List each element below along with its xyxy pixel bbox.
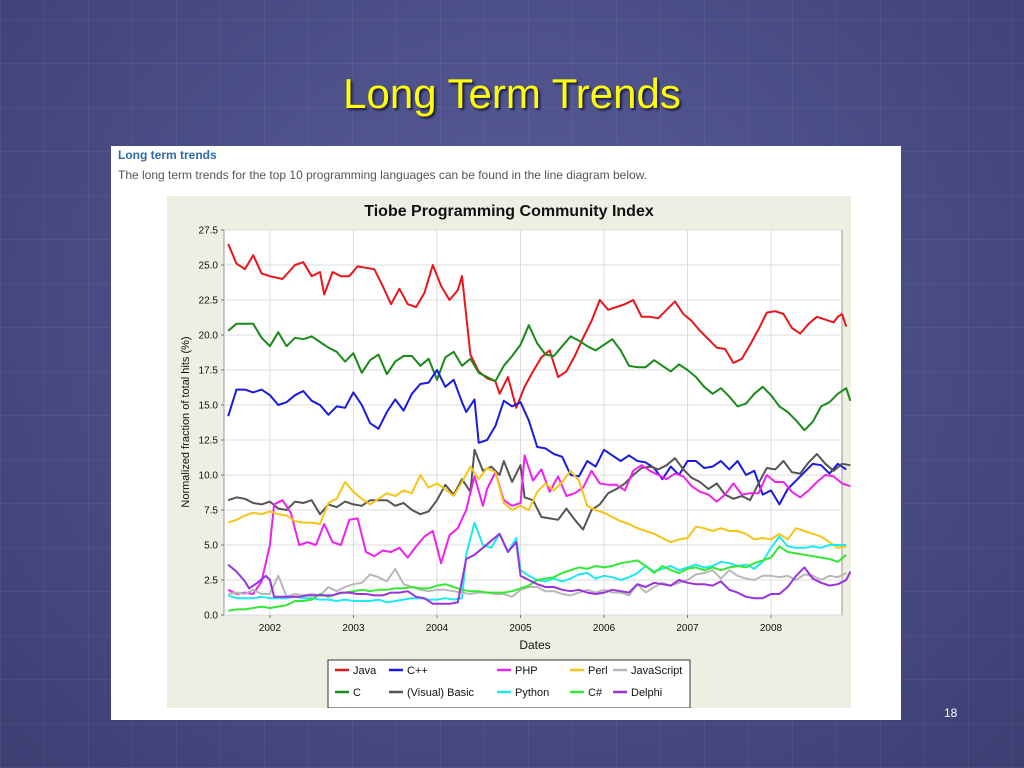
series-line-perl (227, 465, 847, 549)
x-tick-label: 2002 (259, 623, 282, 634)
legend-label: Python (515, 687, 549, 699)
panel-description: The long term trends for the top 10 prog… (118, 168, 647, 182)
legend-label: PHP (515, 665, 538, 677)
slide-title: Long Term Trends (343, 70, 681, 117)
y-tick-label: 0.0 (204, 611, 218, 622)
x-axis-label: Dates (519, 638, 550, 652)
y-tick-label: 2.5 (204, 576, 218, 587)
plot-area (223, 229, 843, 616)
legend-label: Delphi (631, 687, 662, 699)
legend-box (327, 659, 691, 709)
series-line-java (227, 243, 848, 409)
content-panel: Long term trends The long term trends fo… (111, 146, 901, 720)
x-tick-label: 2007 (676, 623, 699, 634)
y-tick-label: 20.0 (199, 331, 219, 342)
series-line-javascript (228, 567, 847, 598)
y-tick-label: 25.0 (199, 261, 219, 272)
y-tick-label: 5.0 (204, 541, 218, 552)
y-tick-label: 15.0 (199, 401, 219, 412)
y-axis-label: Normalized fraction of total hits (%) (180, 336, 192, 507)
x-tick-label: 2003 (342, 623, 365, 634)
series-line-c (227, 369, 847, 506)
legend-label: (Visual) Basic (407, 687, 475, 699)
legend-label: JavaScript (631, 665, 682, 677)
x-tick-label: 2004 (426, 623, 449, 634)
y-tick-label: 12.5 (199, 436, 219, 447)
series-line-php (227, 454, 851, 595)
y-tick-label: 10.0 (199, 471, 219, 482)
legend-label: C++ (407, 665, 428, 677)
series-lines (227, 243, 852, 612)
legend-label: Perl (588, 665, 608, 677)
y-tick-label: 27.5 (199, 226, 219, 237)
panel-heading: Long term trends (118, 148, 217, 162)
series-line-c (227, 322, 852, 432)
legend: Java C++ PHP Perl JavaScript C (Visual) Basic P… (335, 665, 682, 699)
series-line-python (227, 521, 847, 604)
y-tick-label: 7.5 (204, 506, 218, 517)
legend-label: Java (353, 665, 377, 677)
slide-number: 18 (944, 706, 958, 720)
chart-frame: Tiobe Programming Community Index 0.0 2.5… (167, 196, 852, 709)
grid-lines (224, 229, 842, 616)
line-chart: Tiobe Programming Community Index 0.0 2.5… (180, 203, 852, 709)
x-tick-label: 2006 (593, 623, 616, 634)
x-tick-label: 2008 (760, 623, 783, 634)
y-tick-label: 22.5 (199, 296, 219, 307)
axis-ticks: 0.0 2.5 5.0 7.5 10.0 12.5 15.0 17.5 20.0 22.5 25.0… (199, 226, 783, 635)
legend-label: C (353, 687, 361, 699)
chart-title: Tiobe Programming Community Index (364, 203, 654, 220)
x-tick-label: 2005 (509, 623, 532, 634)
legend-label: C# (588, 687, 603, 699)
series-line-delphi (227, 532, 852, 605)
y-tick-label: 17.5 (199, 366, 219, 377)
